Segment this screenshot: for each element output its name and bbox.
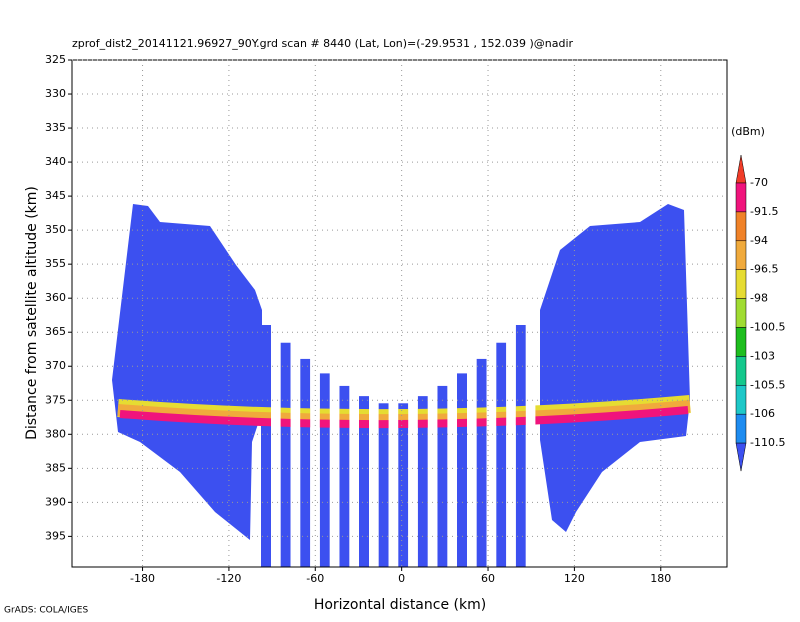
plot-frame <box>71 59 728 568</box>
scan-column <box>378 403 389 567</box>
x-tick-label: -120 <box>216 572 241 585</box>
scan-gap <box>525 300 536 567</box>
colorbar-tick-label: -100.5 <box>750 321 785 334</box>
colorbar-label: (dBm) <box>731 125 765 138</box>
y-axis-label: Distance from satellite altitude (km) <box>24 186 40 440</box>
colorbar-box <box>735 356 747 386</box>
scan-gap <box>369 300 379 567</box>
y-tick-label: 370 <box>45 359 66 372</box>
x-tick-label: -180 <box>130 572 155 585</box>
scan-column <box>280 342 291 567</box>
scan-column <box>417 396 428 567</box>
scan-column <box>339 385 350 567</box>
y-tick-label: 390 <box>45 495 66 508</box>
scan-gap <box>290 300 301 567</box>
scan-column <box>457 373 467 567</box>
scan-gap <box>349 300 359 567</box>
colorbar-tick-label: -110.5 <box>750 436 785 449</box>
scan-column <box>496 342 507 567</box>
colorbar-tick-label: -103 <box>750 349 775 362</box>
colorbar-box <box>735 327 747 357</box>
x-tick-label: 60 <box>481 572 495 585</box>
x-tick-label: 0 <box>398 572 405 585</box>
y-tick-label: 360 <box>45 291 66 304</box>
y-tick-label: 325 <box>45 53 66 66</box>
scan-gap <box>506 300 516 567</box>
y-tick-label: 395 <box>45 529 66 542</box>
y-tick-label: 345 <box>45 189 66 202</box>
scan-gap <box>467 300 477 567</box>
x-tick-label: 180 <box>650 572 671 585</box>
scan-gap <box>388 300 399 567</box>
x-tick-label: -60 <box>306 572 324 585</box>
colorbar-box <box>735 269 747 299</box>
scan-gap <box>447 300 457 567</box>
scan-column <box>437 385 448 567</box>
scan-gap <box>310 300 320 567</box>
scan-gap <box>486 300 497 567</box>
colorbar-tick-label: -105.5 <box>750 378 785 391</box>
scan-column <box>261 325 271 567</box>
x-axis-label: Horizontal distance (km) <box>314 597 486 613</box>
scan-column <box>300 358 311 567</box>
colorbar-box <box>735 413 747 444</box>
scan-column <box>319 373 330 567</box>
colorbar-box <box>735 240 747 270</box>
y-tick-label: 330 <box>45 87 66 100</box>
left-wing <box>112 204 262 540</box>
scan-column <box>515 325 526 567</box>
credit: GrADS: COLA/IGES <box>4 606 88 616</box>
y-tick-label: 335 <box>45 121 66 134</box>
y-tick-label: 365 <box>45 325 66 338</box>
scan-column <box>476 358 487 567</box>
colorbar-box <box>735 298 747 328</box>
y-tick-label: 375 <box>45 393 66 406</box>
scan-gap <box>329 300 340 567</box>
scan-gap <box>427 300 438 567</box>
y-tick-label: 340 <box>45 155 66 168</box>
y-tick-label: 355 <box>45 257 66 270</box>
colorbar-tick-label: -94 <box>750 234 768 247</box>
colorbar-box <box>735 182 747 213</box>
scan-column <box>398 403 409 567</box>
colorbar-tick-label: -98 <box>750 292 768 305</box>
x-tick-label: 120 <box>564 572 585 585</box>
scan-gap <box>408 300 418 567</box>
colorbar-tick-label: -106 <box>750 407 775 420</box>
colorbar-tick-label: -91.5 <box>750 205 778 218</box>
radar-swath <box>112 204 691 567</box>
y-tick-label: 380 <box>45 427 66 440</box>
y-tick-label: 350 <box>45 223 66 236</box>
colorbar-cap <box>735 442 747 472</box>
scan-gap <box>271 300 281 567</box>
scan-column <box>359 396 369 567</box>
colorbar-box <box>735 211 747 242</box>
chart-title: zprof_dist2_20141121.96927_90Y.grd scan … <box>72 37 574 50</box>
y-tick-label: 385 <box>45 461 66 474</box>
colorbar-box <box>735 385 747 415</box>
colorbar-tick-label: -96.5 <box>750 263 778 276</box>
colorbar-tick-label: -70 <box>750 176 768 189</box>
right-wing <box>540 204 690 532</box>
surface-core <box>119 406 689 429</box>
